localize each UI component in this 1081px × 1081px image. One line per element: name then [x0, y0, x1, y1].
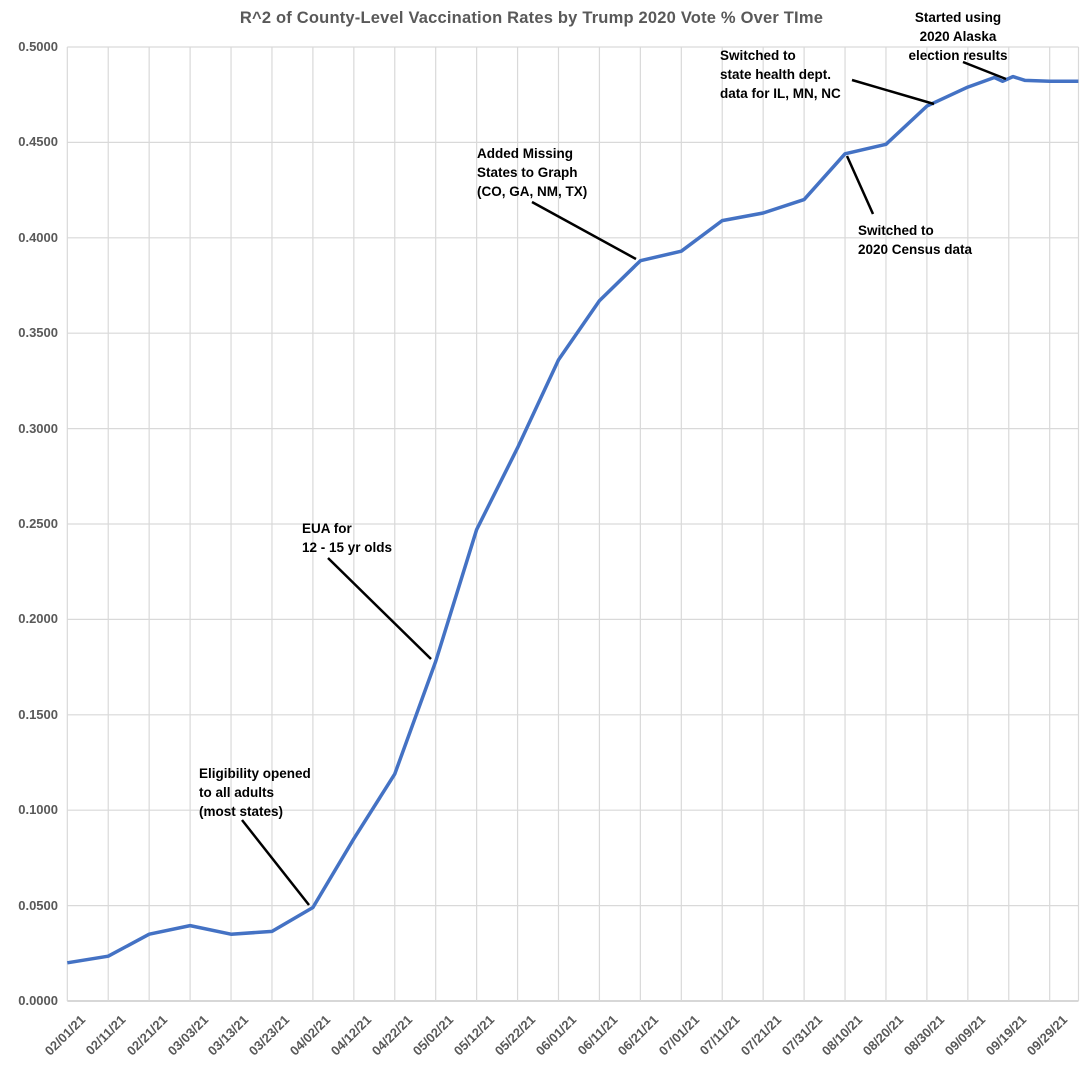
annotation-alaska-2020-results: Started using 2020 Alaska election results	[908, 8, 1007, 65]
y-axis-tick-label: 0.1000	[18, 802, 58, 818]
annotation-line: Eligibility opened	[199, 766, 311, 781]
annotation-line: EUA for	[302, 521, 352, 536]
annotation-leader-line-census-2020	[845, 155, 875, 215]
annotation-line: 2020 Census data	[858, 242, 973, 257]
annotation-added-missing-states: Added Missing States to Graph (CO, GA, NM,…	[477, 144, 587, 201]
annotation-line: 2020 Alaska	[919, 29, 997, 44]
y-axis-tick-label: 0.2000	[18, 611, 58, 627]
annotation-line: state health dept.	[720, 67, 832, 82]
annotation-leader-line-eua-12-15	[327, 557, 432, 660]
annotation-line: to all adults	[199, 785, 275, 800]
y-axis-tick-label: 0.1500	[18, 706, 58, 722]
y-axis-tick-label: 0.4000	[18, 229, 58, 245]
annotation-line: Started using	[914, 10, 1002, 25]
annotation-line: 12 - 15 yr olds	[302, 540, 393, 555]
y-axis-tick-label: 0.3000	[18, 420, 58, 436]
annotation-line: States to Graph	[477, 165, 578, 180]
annotation-eua-12-15: EUA for 12 - 15 yr olds	[302, 519, 392, 557]
y-axis-tick-label: 0.2500	[18, 516, 58, 531]
annotation-line: (CO, GA, NM, TX)	[477, 184, 588, 199]
annotation-line: Added Missing	[477, 146, 574, 161]
y-axis-tick-label: 0.4500	[18, 134, 58, 150]
annotation-line: data for IL, MN, NC	[720, 86, 841, 101]
annotation-eligibility-all-adults: Eligibility opened to all adults (most sta…	[199, 764, 311, 821]
annotation-line: Switched to	[858, 223, 934, 238]
annotation-leader-line-state-health-dept	[851, 78, 935, 106]
annotation-line: election results	[908, 48, 1008, 63]
annotation-leader-line-added-missing-states	[531, 200, 637, 261]
annotation-state-health-dept: Switched to state health dept. data for IL…	[720, 46, 841, 103]
y-axis-tick-label: 0.5000	[18, 39, 58, 54]
y-axis-tick-label: 0.0500	[18, 897, 58, 913]
annotation-census-2020: Switched to 2020 Census data	[858, 221, 972, 259]
annotation-leader-line-alaska-2020-results	[962, 60, 1007, 81]
chart-title: R^2 of County-Level Vaccination Rates by…	[239, 9, 824, 27]
y-axis-tick-label: 0.3500	[18, 325, 58, 341]
annotation-line: (most states)	[199, 804, 284, 819]
annotation-leader-line-eligibility-all-adults	[241, 819, 310, 906]
data-series-line	[67, 74, 1079, 965]
annotation-line: Switched to	[720, 48, 796, 63]
y-axis-tick-label: 0.0000	[18, 993, 58, 1008]
